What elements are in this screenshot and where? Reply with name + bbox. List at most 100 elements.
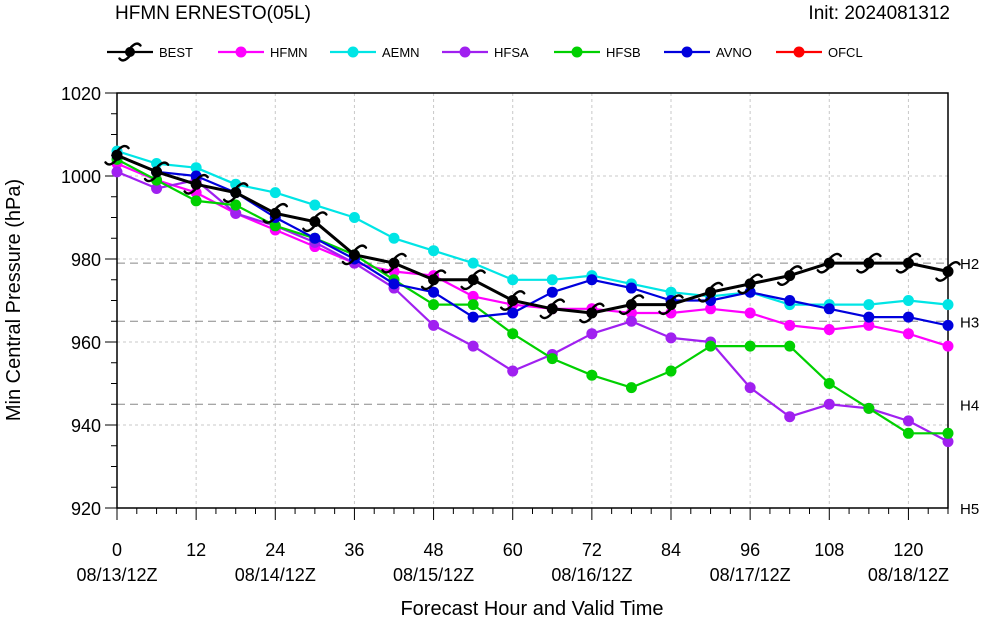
data-point [902, 295, 914, 306]
data-point [942, 427, 954, 439]
best-track-marker [539, 298, 566, 320]
x-tick-label: 0 [112, 540, 122, 560]
legend-label: BEST [159, 45, 193, 60]
category-label: H3 [960, 314, 979, 331]
data-point [151, 182, 163, 194]
x-tick-label: 84 [661, 540, 681, 560]
data-point [230, 207, 242, 219]
data-point [902, 328, 914, 340]
data-point [309, 199, 321, 211]
data-point [388, 278, 400, 290]
data-point [665, 365, 677, 377]
data-point [586, 369, 598, 381]
data-point [467, 311, 479, 323]
legend-item-ofcl: OFCL [776, 45, 863, 60]
x-axis: 0 08/13/12Z 12 24 08/14/12Z 36 48 08/15/12Z 60 72… [76, 508, 949, 585]
series-best [104, 144, 961, 324]
data-point [111, 166, 123, 178]
category-label: H2 [960, 256, 979, 273]
data-point [230, 199, 242, 211]
legend-item-hfsa: HFSA [442, 45, 529, 60]
data-point [744, 382, 756, 394]
data-point [942, 340, 954, 352]
data-point [507, 307, 519, 319]
best-track-marker [579, 302, 605, 324]
category-lines: H2 H3 H4 H5 [117, 256, 979, 518]
data-point [625, 382, 637, 394]
data-point [269, 187, 281, 199]
best-track-marker [856, 252, 882, 274]
legend-marker [793, 46, 805, 58]
x-date-label: 08/18/12Z [868, 565, 949, 585]
data-point [902, 427, 914, 439]
legend-label: HFSA [494, 45, 529, 60]
data-point [546, 274, 558, 286]
data-point [665, 286, 677, 298]
legend-item-avno: AVNO [664, 45, 752, 60]
data-point [190, 195, 202, 207]
legend-marker [571, 46, 583, 58]
data-point [942, 436, 954, 448]
best-track-marker [499, 290, 526, 311]
best-track-marker [935, 261, 961, 282]
data-point [784, 340, 796, 352]
y-tick-label: 1000 [61, 167, 101, 187]
series-layer [104, 144, 961, 448]
series-hfsb [111, 153, 954, 439]
legend-marker [235, 46, 247, 58]
data-point [428, 286, 440, 298]
series-line [116, 153, 949, 315]
data-point [902, 415, 914, 427]
x-tick-label: 96 [740, 540, 760, 560]
x-tick-label: 60 [503, 540, 523, 560]
legend-marker [459, 46, 471, 58]
data-point [823, 324, 835, 336]
x-tick-label: 12 [186, 540, 206, 560]
y-tick-label: 960 [71, 333, 101, 353]
best-track-marker [143, 161, 170, 183]
y-tick-label: 920 [71, 499, 101, 519]
data-point [784, 319, 796, 331]
data-point [388, 232, 400, 244]
legend: BEST HFMN AEMN HFSA HFSB AVNO OFCL [107, 42, 863, 62]
x-date-label: 08/13/12Z [76, 565, 157, 585]
data-point [625, 282, 637, 294]
series-line [116, 158, 948, 435]
legend-marker [347, 46, 359, 58]
x-tick-label: 24 [265, 540, 285, 560]
data-point [586, 274, 598, 286]
plot-frame [116, 92, 949, 509]
data-point [863, 319, 875, 331]
best-track-marker [222, 182, 249, 203]
legend-label: OFCL [828, 45, 863, 60]
data-point [467, 290, 479, 302]
legend-item-aemn: AEMN [330, 45, 420, 60]
series-line [116, 162, 949, 348]
data-point [823, 303, 835, 315]
data-point [546, 353, 558, 365]
x-tick-label: 36 [344, 540, 364, 560]
init-label: Init: 2024081312 [808, 3, 950, 24]
best-track-marker [381, 252, 407, 274]
data-point [507, 365, 519, 377]
y-tick-label: 980 [71, 250, 101, 270]
best-track-marker [341, 244, 368, 266]
data-point [784, 411, 796, 423]
y-tick-label: 940 [71, 416, 101, 436]
data-point [348, 212, 360, 223]
data-point [902, 311, 914, 323]
data-point [625, 315, 637, 327]
legend-label: HFMN [270, 45, 308, 60]
data-point [467, 340, 479, 352]
legend-label: AEMN [382, 45, 420, 60]
data-point [744, 340, 756, 352]
data-point [863, 402, 875, 414]
data-point [586, 328, 598, 340]
legend-item-hfmn: HFMN [218, 45, 308, 60]
x-date-label: 08/14/12Z [235, 565, 316, 585]
data-point [863, 299, 875, 311]
best-track-marker [262, 202, 289, 224]
best-track-marker [420, 269, 447, 291]
grid [117, 93, 948, 508]
x-tick-label: 48 [424, 540, 444, 560]
